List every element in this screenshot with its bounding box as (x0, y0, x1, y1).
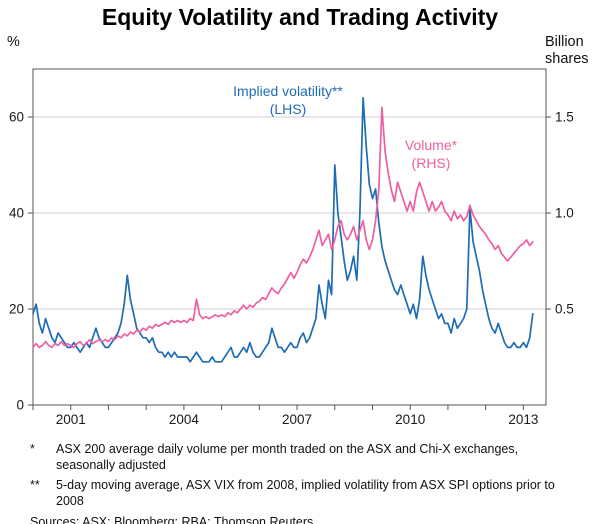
series-label-implied-volatility: Implied volatility** (LHS) (208, 83, 368, 118)
svg-text:1.0: 1.0 (555, 206, 574, 221)
footnote-marker: * (30, 442, 35, 456)
series-label-implied-volatility-axis: (LHS) (269, 100, 307, 117)
series-label-volume: Volume* (RHS) (379, 137, 483, 172)
svg-text:2010: 2010 (395, 412, 425, 427)
svg-text:0.5: 0.5 (555, 302, 574, 317)
svg-text:0: 0 (16, 398, 24, 413)
series-label-volume-text: Volume* (404, 137, 458, 153)
footnote-text: 5-day moving average, ASX VIX from 2008,… (56, 477, 555, 508)
svg-text:40: 40 (9, 206, 24, 221)
sources-line: Sources: ASX; Bloomberg; RBA; Thomson Re… (30, 515, 314, 524)
plot-canvas: 2001 2004 2007 2010 2013 0 20 40 60 0.5 1.0 1.5 (9, 68, 574, 427)
footnote-volume: * ASX 200 average daily volume per month… (30, 441, 580, 474)
series-label-volume-axis: (RHS) (411, 154, 451, 171)
svg-text:1.5: 1.5 (555, 110, 574, 125)
svg-text:20: 20 (9, 302, 24, 317)
footnote-implied-volatility: ** 5-day moving average, ASX VIX from 20… (30, 477, 580, 510)
chart-area: 2001 2004 2007 2010 2013 0 20 40 60 0.5 1.0 1.5 % B… (0, 33, 600, 433)
svg-text:2007: 2007 (282, 412, 312, 427)
left-axis-unit-label: % (7, 34, 20, 50)
right-axis-unit-label: Billion shares (545, 34, 589, 67)
series-label-implied-volatility-text: Implied volatility** (233, 83, 343, 99)
svg-text:2004: 2004 (169, 412, 200, 427)
chart-title: Equity Volatility and Trading Activity (101, 4, 499, 30)
footnote-text: ASX 200 average daily volume per month t… (56, 442, 519, 473)
footnotes: * ASX 200 average daily volume per month… (0, 433, 600, 524)
svg-text:2001: 2001 (56, 412, 86, 427)
svg-text:60: 60 (9, 110, 24, 125)
svg-text:2013: 2013 (508, 412, 538, 427)
footnote-marker: ** (30, 477, 40, 492)
